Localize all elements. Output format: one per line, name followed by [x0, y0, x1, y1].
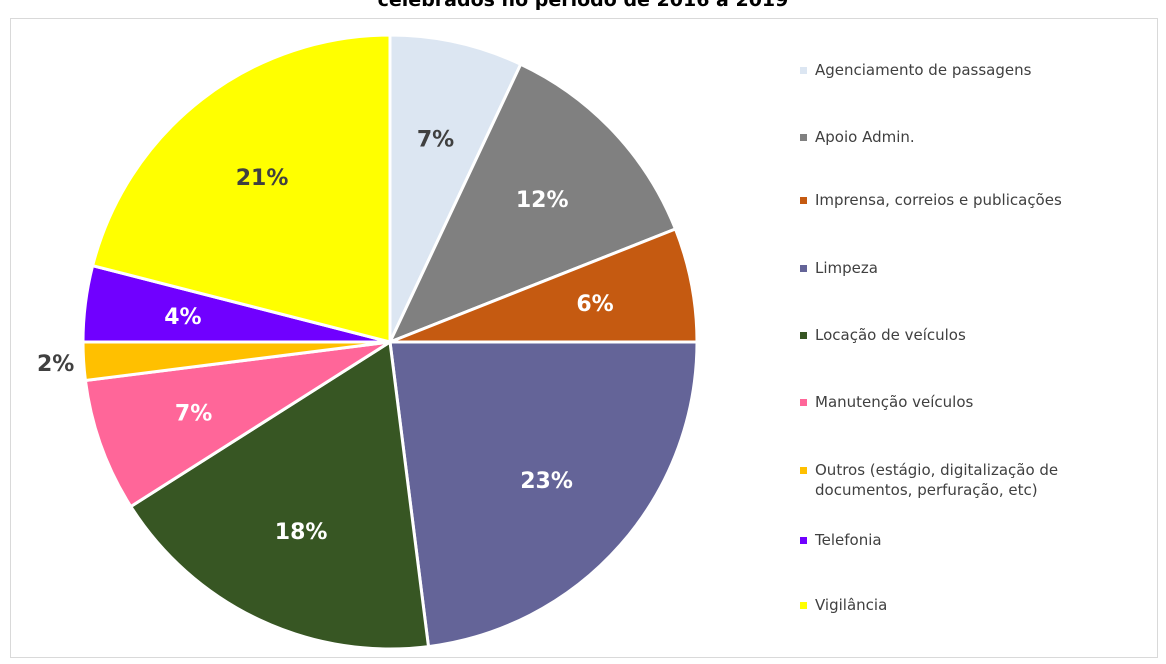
pie-slice-4: [128, 339, 431, 651]
legend-swatch: [800, 537, 807, 544]
legend-swatch: [800, 602, 807, 609]
legend-item-4: Locação de veículos: [800, 325, 1160, 345]
legend-label: Locação de veículos: [815, 326, 966, 344]
pie-slice-1: [387, 62, 678, 345]
legend-item-2: Imprensa, correios e publicações: [800, 190, 1160, 210]
legend-item-1: Apoio Admin.: [800, 127, 1160, 147]
legend-swatch: [800, 67, 807, 74]
legend-label: Agenciamento de passagens: [815, 61, 1032, 79]
pie-slice-8: [90, 33, 392, 344]
slice-label-8: 21%: [236, 166, 289, 191]
legend-item-8: Vigilância: [800, 595, 1160, 615]
legend-label: Imprensa, correios e publicações: [815, 191, 1062, 209]
slice-label-2: 6%: [576, 292, 613, 317]
legend-label: Limpeza: [815, 259, 878, 277]
slice-label-5: 7%: [175, 402, 212, 427]
legend-item-6: Outros (estágio, digitalização de docume…: [800, 460, 1160, 500]
legend-swatch: [800, 197, 807, 204]
legend-swatch: [800, 134, 807, 141]
slice-label-7: 4%: [164, 305, 201, 330]
slice-label-0: 7%: [417, 127, 454, 152]
slice-label-4: 18%: [275, 520, 328, 545]
legend-label: Vigilância: [815, 596, 888, 614]
legend-label: Apoio Admin.: [815, 128, 915, 146]
legend-item-3: Limpeza: [800, 258, 1160, 278]
pie-slice-3: [388, 340, 699, 649]
chart-frame: [10, 18, 1158, 658]
legend-label: Manutenção veículos: [815, 393, 974, 411]
legend-label: Telefonia: [815, 531, 882, 549]
pie-slice-0: [388, 33, 523, 343]
legend-swatch: [800, 399, 807, 406]
slice-label-3: 23%: [520, 469, 573, 494]
legend-item-5: Manutenção veículos: [800, 392, 1160, 412]
slice-label-6: 2%: [37, 352, 74, 377]
pie-slice-5: [83, 340, 391, 509]
legend-item-0: Agenciamento de passagens: [800, 60, 1160, 80]
chart-title: celebrados no período de 2016 a 2019: [377, 0, 789, 11]
legend-swatch: [800, 265, 807, 272]
legend-item-7: Telefonia: [800, 530, 1160, 550]
legend-swatch: [800, 467, 807, 474]
slice-label-1: 12%: [516, 188, 569, 213]
legend-swatch: [800, 332, 807, 339]
legend-label: Outros (estágio, digitalização de docume…: [815, 461, 1059, 499]
